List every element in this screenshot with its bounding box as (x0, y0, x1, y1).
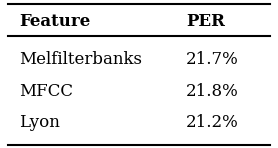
Text: Lyon: Lyon (19, 114, 60, 131)
Text: 21.8%: 21.8% (186, 83, 239, 99)
Text: Melfilterbanks: Melfilterbanks (19, 51, 142, 68)
Text: PER: PER (186, 13, 225, 30)
Text: 21.7%: 21.7% (186, 51, 239, 68)
Text: Feature: Feature (19, 13, 91, 30)
Text: 21.2%: 21.2% (186, 114, 239, 131)
Text: MFCC: MFCC (19, 83, 73, 99)
